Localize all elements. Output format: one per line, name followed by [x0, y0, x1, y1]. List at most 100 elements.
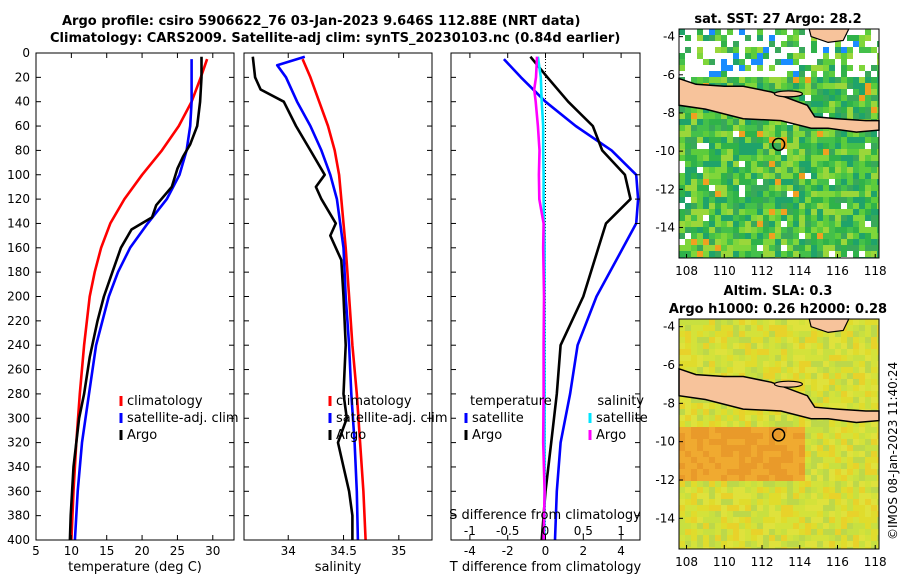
map-cell — [745, 197, 751, 203]
map-cell — [709, 409, 715, 415]
map-cell — [853, 331, 859, 337]
y-tick-label: 140 — [7, 216, 30, 230]
map-cell — [757, 427, 763, 433]
map-cell — [859, 233, 865, 239]
map-cell — [799, 511, 805, 517]
y-tick-label: -10 — [655, 144, 675, 158]
map-cell — [691, 349, 697, 355]
map-cell — [865, 499, 871, 505]
map-cell — [877, 535, 879, 541]
map-cell — [871, 149, 877, 155]
map-cell — [805, 469, 811, 475]
map-cell — [793, 137, 799, 143]
map-cell — [823, 209, 829, 215]
map-cell — [781, 131, 787, 137]
map-cell — [877, 197, 879, 203]
map-cell — [829, 367, 835, 373]
map-cell — [823, 47, 829, 53]
map-cell — [805, 71, 811, 77]
map-cell — [877, 185, 879, 191]
map-cell — [733, 59, 739, 65]
map-cell — [733, 35, 739, 41]
y-tick-label: 400 — [7, 533, 30, 547]
map-cell — [745, 215, 751, 221]
map-cell — [745, 203, 751, 209]
map-cell — [865, 451, 871, 457]
y-tick-label: -4 — [663, 30, 675, 44]
map-cell — [799, 343, 805, 349]
map-cell — [859, 47, 865, 53]
map-cell — [853, 337, 859, 343]
map-cell — [769, 167, 775, 173]
map-cell — [727, 469, 733, 475]
map-cell — [853, 83, 859, 89]
map-cell — [757, 451, 763, 457]
map-cell — [727, 409, 733, 415]
map-cell — [697, 227, 703, 233]
temperature-series-argo — [68, 56, 203, 541]
map-cell — [703, 403, 709, 409]
map-cell — [679, 343, 685, 349]
map-cell — [703, 529, 709, 535]
map-cell — [709, 59, 715, 65]
map-cell — [697, 319, 703, 325]
map-cell — [733, 445, 739, 451]
map-cell — [775, 83, 781, 89]
map-cell — [829, 535, 835, 541]
map-cell — [691, 239, 697, 245]
map-cell — [811, 475, 817, 481]
map-cell — [859, 197, 865, 203]
map-cell — [721, 415, 727, 421]
map-cell — [739, 233, 745, 239]
map-cell — [817, 547, 823, 549]
map-cell — [733, 481, 739, 487]
map-cell — [751, 209, 757, 215]
map-cell — [685, 191, 691, 197]
map-cell — [727, 47, 733, 53]
map-cell — [805, 143, 811, 149]
map-cell — [871, 511, 877, 517]
map-cell — [703, 173, 709, 179]
map-cell — [811, 487, 817, 493]
map-cell — [871, 59, 877, 65]
secondary-x-tick-label: 0.5 — [574, 524, 593, 538]
map-cell — [697, 125, 703, 131]
map-cell — [853, 131, 859, 137]
map-cell — [775, 481, 781, 487]
map-cell — [799, 89, 805, 95]
x-tick-label: -4 — [464, 544, 476, 558]
map-cell — [853, 517, 859, 523]
map-cell — [799, 541, 805, 547]
map-cell — [697, 367, 703, 373]
map-cell — [859, 29, 865, 35]
map-cell — [835, 155, 841, 161]
map-cell — [781, 415, 787, 421]
map-cell — [751, 457, 757, 463]
map-cell — [853, 475, 859, 481]
x-tick-label: 30 — [205, 544, 220, 558]
map-cell — [739, 119, 745, 125]
map-cell — [739, 131, 745, 137]
map-cell — [799, 457, 805, 463]
map-cell — [811, 47, 817, 53]
map-cell — [811, 83, 817, 89]
map-cell — [733, 415, 739, 421]
map-cell — [799, 71, 805, 77]
map-cell — [679, 245, 685, 251]
map-cell — [835, 65, 841, 71]
x-tick-label: 116 — [826, 555, 849, 569]
map-cell — [763, 523, 769, 529]
map-cell — [793, 215, 799, 221]
map-cell — [805, 523, 811, 529]
map-cell — [829, 137, 835, 143]
map-cell — [733, 367, 739, 373]
map-cell — [727, 179, 733, 185]
map-cell — [685, 403, 691, 409]
map-cell — [823, 523, 829, 529]
map-cell — [793, 191, 799, 197]
map-cell — [859, 511, 865, 517]
map-cell — [877, 179, 879, 185]
map-cell — [769, 125, 775, 131]
map-cell — [721, 167, 727, 173]
map-cell — [703, 535, 709, 541]
